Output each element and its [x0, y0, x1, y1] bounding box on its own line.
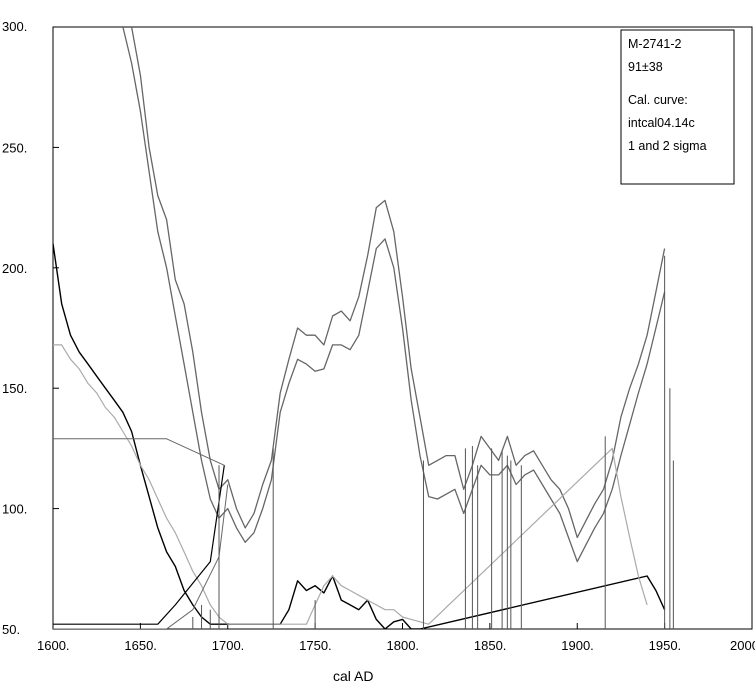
legend-line-1: M-2741-2: [628, 37, 682, 51]
x-tick-label: 1750.: [299, 638, 332, 653]
prob-dist-2sigma-line: [53, 344, 648, 625]
x-tick-label: 2000.: [730, 638, 755, 653]
legend-line-5: 1 and 2 sigma: [628, 139, 707, 153]
y-tick-label: 150.: [2, 381, 27, 396]
x-tick-label: 1950.: [649, 638, 682, 653]
legend-line-2: 91±38: [628, 60, 663, 74]
cal-curve-upper-line: [130, 27, 666, 539]
x-tick-label: 1900.: [561, 638, 594, 653]
drop-lines: [192, 255, 674, 629]
x-axis-label: cal AD: [333, 668, 373, 684]
cal-curve-lower-line: [122, 27, 666, 563]
legend-line-4: intcal04.14c: [628, 116, 695, 130]
y-axis-ticks: 300. 250. 200. 150. 100. 50.: [2, 19, 59, 637]
y-tick-label: 100.: [2, 502, 27, 517]
cal-y-marker-line: [53, 438, 225, 466]
x-axis-ticks: 1600. 1650. 1700. 1750. 1800. 1850. 1900. 1950.…: [37, 623, 755, 653]
cal-y-2sigma-edge-line: [53, 484, 229, 629]
y-tick-label: 300.: [2, 19, 27, 34]
legend-box: M-2741-2 91±38 Cal. curve: intcal04.14c …: [620, 29, 735, 185]
y-tick-label: 50.: [2, 622, 20, 637]
x-tick-label: 1800.: [387, 638, 420, 653]
x-tick-label: 1600.: [37, 638, 70, 653]
legend-frame: [620, 29, 735, 185]
prob-dist-1sigma-line: [53, 243, 666, 629]
x-tick-label: 1850.: [474, 638, 507, 653]
legend-line-3: Cal. curve:: [628, 93, 688, 107]
series-layer: [53, 27, 666, 629]
cal-y-1sigma-edge-line: [53, 465, 225, 625]
y-tick-label: 250.: [2, 140, 27, 155]
y-tick-label: 200.: [2, 261, 27, 276]
x-tick-label: 1700.: [212, 638, 245, 653]
x-tick-label: 1650.: [124, 638, 157, 653]
